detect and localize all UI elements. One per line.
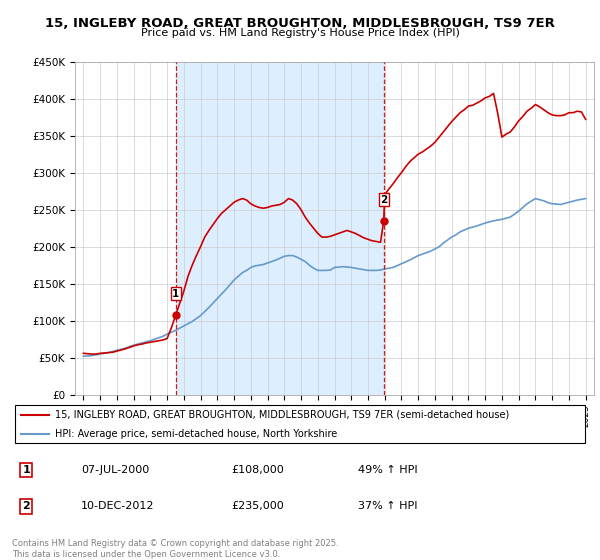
Text: Contains HM Land Registry data © Crown copyright and database right 2025.
This d: Contains HM Land Registry data © Crown c… <box>12 539 338 559</box>
Text: 15, INGLEBY ROAD, GREAT BROUGHTON, MIDDLESBROUGH, TS9 7ER: 15, INGLEBY ROAD, GREAT BROUGHTON, MIDDL… <box>45 17 555 30</box>
Text: 1: 1 <box>172 288 179 298</box>
Text: 07-JUL-2000: 07-JUL-2000 <box>81 465 149 475</box>
Text: 10-DEC-2012: 10-DEC-2012 <box>81 501 155 511</box>
Text: £235,000: £235,000 <box>231 501 284 511</box>
FancyBboxPatch shape <box>15 405 585 443</box>
Text: 49% ↑ HPI: 49% ↑ HPI <box>358 465 417 475</box>
Text: 2: 2 <box>380 194 388 204</box>
Text: Price paid vs. HM Land Registry's House Price Index (HPI): Price paid vs. HM Land Registry's House … <box>140 28 460 38</box>
Text: HPI: Average price, semi-detached house, North Yorkshire: HPI: Average price, semi-detached house,… <box>55 429 337 439</box>
Text: 1: 1 <box>23 465 30 475</box>
Text: 2: 2 <box>23 501 30 511</box>
Bar <box>176 62 384 395</box>
Text: £108,000: £108,000 <box>231 465 284 475</box>
Text: 37% ↑ HPI: 37% ↑ HPI <box>358 501 417 511</box>
Text: 15, INGLEBY ROAD, GREAT BROUGHTON, MIDDLESBROUGH, TS9 7ER (semi-detached house): 15, INGLEBY ROAD, GREAT BROUGHTON, MIDDL… <box>55 409 509 419</box>
